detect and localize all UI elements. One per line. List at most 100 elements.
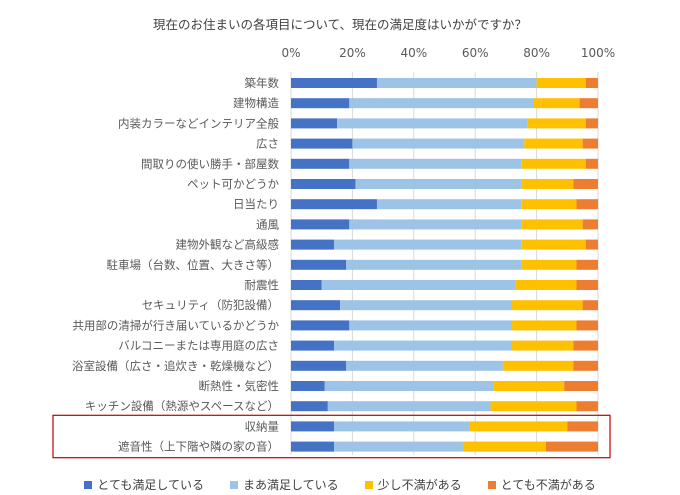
category-label: 建物外観など高級感: [176, 238, 280, 252]
bar-segment: [349, 219, 522, 230]
bar-segment: [333, 239, 522, 250]
bar-segment: [291, 360, 347, 371]
bar-segment: [340, 300, 513, 311]
legend: とても満足している まあ満足している 少し不満がある とても不満がある: [0, 476, 680, 493]
category-label: 耐震性: [245, 278, 280, 292]
bar-segment: [576, 259, 598, 270]
bar-segment: [346, 360, 503, 371]
bar-segment: [515, 280, 577, 290]
legend-label: とても満足している: [97, 478, 204, 492]
category-label: 建物構造: [233, 96, 279, 110]
legend-label: とても不満がある: [500, 478, 596, 492]
bar-segment: [376, 199, 522, 210]
legend-label: まあ満足している: [242, 478, 339, 492]
bar-segment: [291, 340, 334, 351]
bar-segment: [567, 421, 598, 432]
bar-segment: [490, 401, 577, 412]
legend-label: 少し不満がある: [377, 478, 462, 492]
bar-segment: [576, 199, 598, 210]
bar-segment: [376, 78, 537, 88]
bar-segment: [291, 158, 350, 169]
bar-segment: [321, 280, 516, 290]
bar-segment: [346, 259, 522, 270]
bar-segment: [502, 360, 574, 371]
category-label: セキュリティ（防犯設備）: [142, 298, 279, 312]
bar-segment: [521, 239, 586, 250]
category-label: 内装カラーなどインテリア全般: [118, 116, 279, 130]
bar-segment: [291, 138, 353, 149]
bar-segment: [291, 239, 334, 250]
bar-segment: [333, 441, 463, 452]
bar-segment: [291, 219, 350, 230]
category-label: 通風: [256, 217, 279, 231]
bar-segment: [327, 401, 491, 412]
y-axis-labels: 築年数建物構造内装カラーなどインテリア全般広さ間取りの使い勝手・部屋数ペット可か…: [72, 76, 279, 454]
bar-segment: [521, 219, 583, 230]
bar-segment: [573, 179, 598, 189]
bar-segment: [576, 320, 598, 331]
bar-segment: [291, 280, 322, 290]
bar-segment: [352, 138, 525, 149]
category-label: キッチン設備（熱源やスペースなど）: [85, 399, 279, 413]
bar-segment: [579, 98, 598, 109]
legend-item: とても満足している: [84, 476, 204, 493]
bar-segment: [324, 381, 494, 391]
bar-segment: [545, 441, 598, 452]
x-tick-label: 0%: [281, 46, 300, 60]
legend-item: まあ満足している: [229, 476, 339, 493]
bar-segment: [585, 118, 598, 129]
x-tick-label: 100%: [581, 46, 615, 60]
category-label: 浴室設備（広さ・追炊き・乾燥機など）: [72, 359, 279, 373]
bar-segment: [291, 259, 347, 270]
bar-segment: [585, 78, 598, 88]
highlight-box: [52, 414, 611, 459]
bar-segment: [585, 158, 598, 169]
x-tick-label: 40%: [400, 46, 427, 60]
category-label: バルコニーまたは専用庭の広さ: [118, 339, 279, 353]
category-label: 断熱性・気密性: [199, 379, 280, 393]
legend-swatch: [364, 480, 373, 489]
category-label: 収納量: [245, 419, 280, 433]
bar-segment: [333, 421, 470, 432]
bar-segment: [291, 118, 338, 129]
legend-swatch: [229, 480, 238, 489]
category-label: 間取りの使い勝手・部屋数: [141, 157, 279, 171]
bar-segment: [291, 441, 334, 452]
bar-segment: [585, 239, 598, 250]
bar-segment: [524, 138, 583, 149]
bar-segment: [291, 421, 334, 432]
bar-segment: [291, 300, 341, 311]
legend-item: 少し不満がある: [364, 476, 462, 493]
category-label: 遮音性（上下階や隣の家の音）: [118, 440, 279, 454]
bar-segment: [291, 179, 356, 189]
x-tick-label: 60%: [462, 46, 489, 60]
x-axis-ticks: 0% 20% 40% 60% 80% 100%: [281, 46, 615, 60]
stacked-bar-chart: 0% 20% 40% 60% 80% 100% 築年数建物構造内装カラーなどインテリア全般…: [52, 46, 615, 459]
bar-segment: [576, 280, 598, 290]
bar-segment: [333, 340, 513, 351]
bar-segment: [512, 320, 577, 331]
category-label: 広さ: [256, 137, 279, 151]
bar-segment: [582, 138, 598, 149]
category-label: 築年数: [245, 76, 280, 90]
bar-segment: [337, 118, 528, 129]
category-label: 共用部の清掃が行き届いているかどうか: [72, 318, 279, 332]
bar-segment: [564, 381, 598, 391]
bar-segment: [291, 78, 377, 88]
category-label: 日当たり: [233, 197, 279, 211]
bar-segment: [521, 199, 577, 210]
bar-segment: [521, 179, 574, 189]
bar-segment: [291, 401, 328, 412]
bar-segment: [355, 179, 522, 189]
bar-segment: [349, 158, 522, 169]
bar-segment: [291, 98, 350, 109]
bar-segment: [536, 78, 586, 88]
bar-segment: [582, 300, 598, 311]
bar-segment: [576, 401, 598, 412]
bar-segment: [573, 360, 598, 371]
legend-swatch: [84, 480, 93, 489]
bar-segment: [533, 98, 580, 109]
x-tick-label: 80%: [523, 46, 550, 60]
bar-segment: [521, 259, 577, 270]
bar-segment: [291, 320, 350, 331]
